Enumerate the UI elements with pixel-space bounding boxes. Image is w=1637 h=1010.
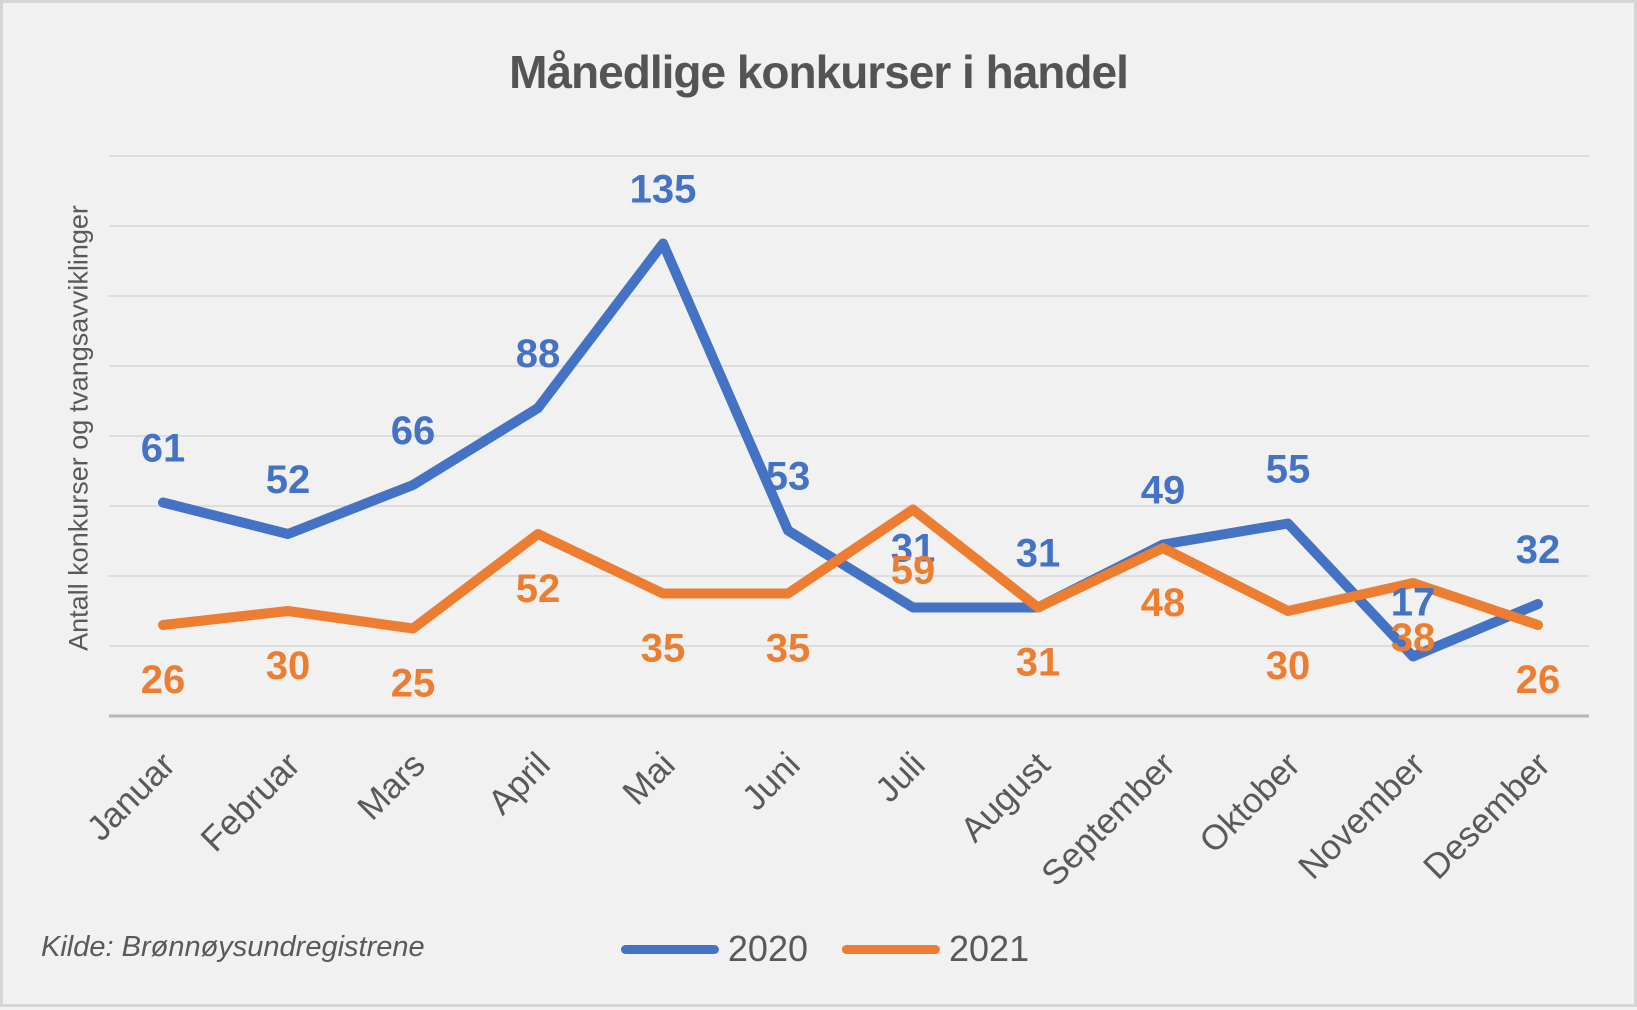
x-axis-label-august: August	[953, 745, 1058, 850]
data-label-2020-Juli: 31	[891, 527, 936, 571]
x-axis-label-april: April	[481, 745, 558, 822]
legend-swatch-2021	[842, 944, 940, 954]
data-label-2020-November: 17	[1391, 581, 1436, 625]
data-label-2021-Januar: 26	[141, 658, 186, 702]
legend-swatch-2020	[620, 944, 719, 954]
data-label-2020-August: 31	[1016, 532, 1061, 576]
data-label-2021-Desember: 26	[1516, 658, 1561, 702]
data-label-2020-Desember: 32	[1516, 528, 1561, 572]
x-axis-label-desember: Desember	[1416, 745, 1558, 887]
data-label-2021-April: 52	[516, 567, 561, 611]
data-label-2021-Februar: 30	[266, 644, 311, 688]
data-label-2020-Januar: 61	[141, 427, 186, 471]
legend-item-2020: 2020	[620, 928, 808, 969]
x-axis-label-oktober: Oktober	[1192, 745, 1308, 861]
data-label-2021-Juli: 59	[891, 549, 936, 593]
data-label-2021-Mars: 25	[391, 662, 436, 706]
x-axis-label-juli: Juli	[868, 745, 933, 810]
legend-item-2021: 2021	[842, 931, 1029, 967]
legend-label-2021: 2021	[949, 928, 1030, 969]
data-label-2020-Februar: 52	[266, 458, 311, 502]
source-note: Kilde: Brønnøysundregistrene	[41, 931, 425, 963]
x-axis-label-februar: Februar	[193, 745, 307, 859]
data-label-2021-Juni: 35	[766, 627, 811, 671]
data-label-2020-Juni: 53	[766, 455, 811, 499]
data-label-2020-Mai: 135	[630, 168, 697, 212]
x-axis-label-juni: Juni	[735, 745, 808, 818]
data-label-2020-Oktober: 55	[1266, 448, 1311, 492]
series-line-2020	[158, 238, 1543, 662]
x-axis-label-mars: Mars	[350, 745, 433, 828]
series-line-2021	[158, 504, 1543, 634]
data-label-2021-November: 38	[1391, 616, 1436, 660]
x-axis-label-november: November	[1291, 745, 1433, 887]
legend-label-2020: 2020	[727, 928, 808, 969]
data-label-2021-Oktober: 30	[1266, 644, 1311, 688]
data-label-2021-September: 48	[1141, 581, 1186, 625]
chart-title: Månedlige konkurser i handel	[509, 46, 1129, 98]
data-label-2021-Mai: 35	[641, 627, 686, 671]
data-label-2020-April: 88	[516, 332, 561, 376]
data-label-2020-Mars: 66	[391, 409, 436, 453]
x-axis-label-september: September	[1034, 745, 1183, 894]
x-axis-label-januar: Januar	[79, 745, 182, 848]
data-label-2021-August: 31	[1016, 641, 1061, 685]
data-label-2020-September: 49	[1141, 469, 1186, 513]
x-axis-label-mai: Mai	[615, 745, 682, 812]
legend: 2020 2021	[620, 928, 1029, 969]
